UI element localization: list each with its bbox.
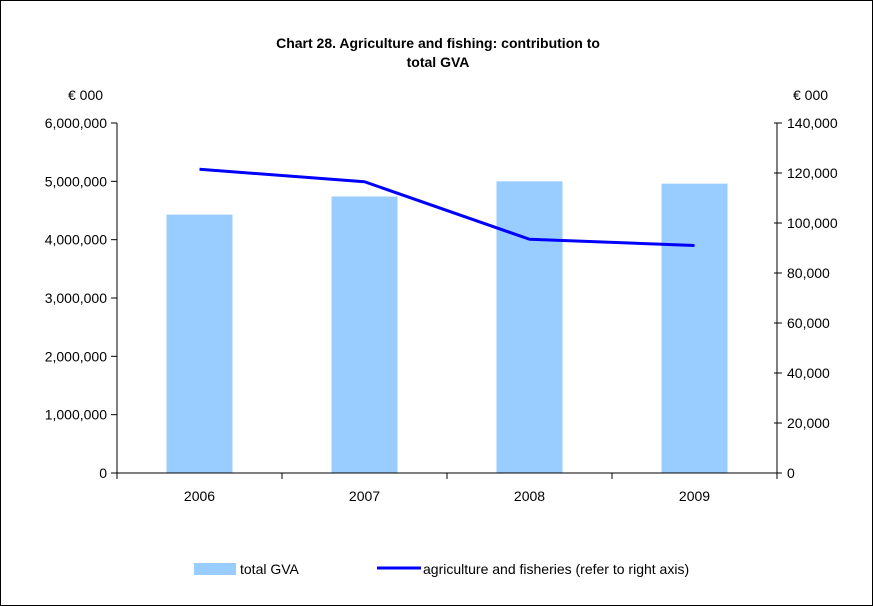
right-tick-label: 40,000 xyxy=(787,365,830,381)
x-tick-label: 2009 xyxy=(679,488,710,504)
right-tick-label: 60,000 xyxy=(787,315,830,331)
x-axis-ticks: 2006 2007 2008 2009 xyxy=(116,473,778,504)
bar-total-gva-2009 xyxy=(661,183,728,473)
left-tick-label: 2,000,000 xyxy=(45,348,107,364)
right-tick-label: 100,000 xyxy=(787,215,838,231)
right-axis-ticks: 0 20,000 40,000 60,000 80,000 100,000 120,000 1… xyxy=(774,115,838,481)
line-agriculture-fisheries xyxy=(199,167,695,247)
legend-label-agriculture: agriculture and fisheries (refer to righ… xyxy=(423,561,689,577)
left-tick-label: 1,000,000 xyxy=(45,407,107,423)
right-tick-label: 80,000 xyxy=(787,265,830,281)
left-tick-label: 6,000,000 xyxy=(45,115,107,131)
x-tick-label: 2007 xyxy=(349,488,380,504)
bar-series-total-gva xyxy=(166,181,728,474)
left-tick-label: 3,000,000 xyxy=(45,290,107,306)
left-tick-label: 5,000,000 xyxy=(45,173,107,189)
legend-label-total-gva: total GVA xyxy=(240,561,300,577)
legend-swatch-total-gva xyxy=(194,563,236,575)
right-tick-label: 120,000 xyxy=(787,165,838,181)
bar-total-gva-2007 xyxy=(331,196,398,473)
right-tick-label: 0 xyxy=(787,465,795,481)
right-axis-unit: € 000 xyxy=(793,87,828,103)
left-axis-ticks: 0 1,000,000 2,000,000 3,000,000 4,000,000 5,0… xyxy=(45,115,117,481)
line-series-agriculture xyxy=(199,167,695,247)
right-tick-label: 140,000 xyxy=(787,115,838,131)
chart-title-line-1: Chart 28. Agriculture and fishing: contr… xyxy=(276,35,600,51)
left-axis-unit: € 000 xyxy=(68,87,103,103)
chart-title-line-2: total GVA xyxy=(407,54,470,70)
left-tick-label: 0 xyxy=(99,465,107,481)
left-tick-label: 4,000,000 xyxy=(45,232,107,248)
right-tick-label: 20,000 xyxy=(787,415,830,431)
bar-total-gva-2006 xyxy=(166,214,233,474)
bar-total-gva-2008 xyxy=(496,181,563,474)
x-tick-label: 2008 xyxy=(514,488,545,504)
x-tick-label: 2006 xyxy=(184,488,215,504)
legend: total GVA agriculture and fisheries (ref… xyxy=(194,561,689,577)
